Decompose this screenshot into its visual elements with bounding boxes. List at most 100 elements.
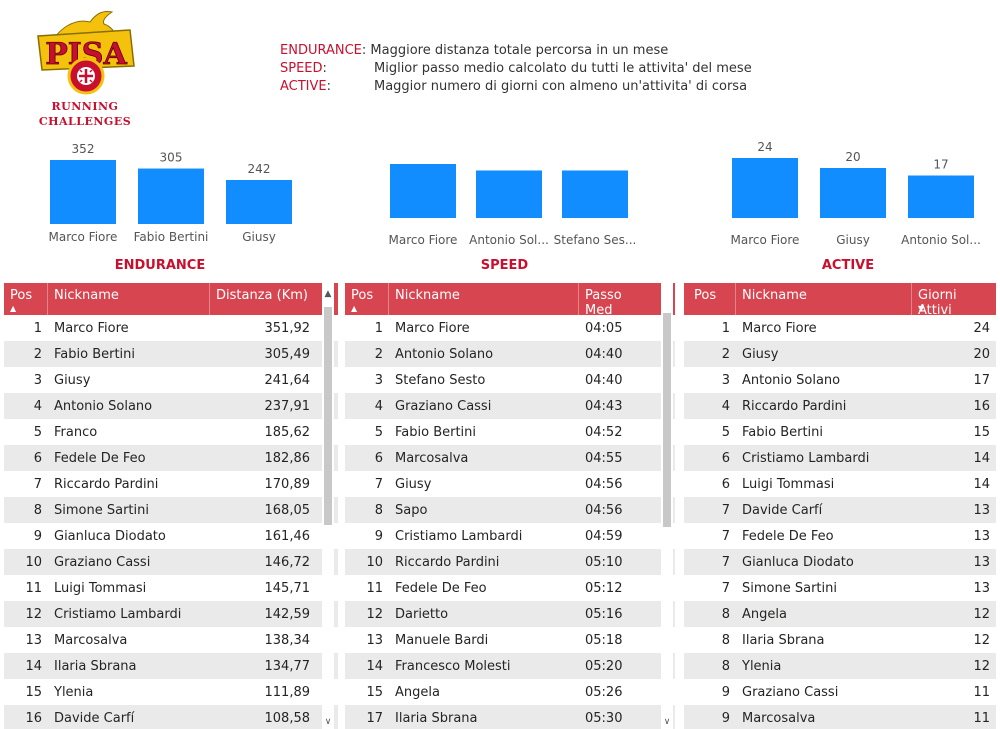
table-row[interactable]: 1 Marco Fiore 24 bbox=[684, 315, 996, 341]
table-row[interactable]: 14 Francesco Molesti 05:20 bbox=[345, 653, 675, 679]
table-row[interactable]: 15 Angela 05:26 bbox=[345, 679, 675, 705]
cell-nickname: Giusy bbox=[54, 372, 91, 388]
cell-pos: 15 bbox=[366, 684, 383, 700]
bar-1[interactable] bbox=[820, 168, 886, 218]
table-row[interactable]: 13 Marcosalva 138,34 bbox=[4, 627, 338, 653]
col-passo-med[interactable]: Passo Med bbox=[579, 283, 659, 318]
col-nickname[interactable]: Nickname bbox=[389, 283, 579, 315]
table-row[interactable]: 6 Cristiamo Lambardi 14 bbox=[684, 445, 996, 471]
table-row[interactable]: 14 Ilaria Sbrana 134,77 bbox=[4, 653, 338, 679]
endurance-scrollbar[interactable]: ▲ ∨ bbox=[322, 283, 334, 729]
legend-key-active: ACTIVE bbox=[280, 79, 327, 94]
col-pos[interactable]: Pos ▲ bbox=[4, 283, 48, 315]
table-row[interactable]: 2 Antonio Solano 04:40 bbox=[345, 341, 675, 367]
scroll-thumb[interactable] bbox=[663, 313, 671, 527]
speed-table-header: Pos ▲ Nickname Passo Med bbox=[345, 283, 675, 318]
table-row[interactable]: 9 Marcosalva 11 bbox=[684, 705, 996, 729]
table-row[interactable]: 9 Gianluca Diodato 161,46 bbox=[4, 523, 338, 549]
table-row[interactable]: 8 Ilaria Sbrana 12 bbox=[684, 627, 996, 653]
cell-value: 24 bbox=[973, 320, 990, 336]
cell-nickname: Davide Carfí bbox=[54, 710, 135, 726]
scroll-down-icon[interactable]: ∨ bbox=[663, 717, 671, 727]
cell-nickname: Fabio Bertini bbox=[54, 346, 136, 362]
table-row[interactable]: 2 Giusy 20 bbox=[684, 341, 996, 367]
table-row[interactable]: 10 Graziano Cassi 146,72 bbox=[4, 549, 338, 575]
speed-scrollbar[interactable]: ∨ bbox=[661, 283, 673, 729]
table-row[interactable]: 3 Giusy 241,64 bbox=[4, 367, 338, 393]
table-row[interactable]: 12 Darietto 05:16 bbox=[345, 601, 675, 627]
bar-0[interactable] bbox=[732, 158, 798, 218]
bar-1[interactable] bbox=[476, 170, 542, 218]
col-pos[interactable]: Pos bbox=[684, 283, 736, 315]
scroll-down-icon[interactable]: ∨ bbox=[324, 717, 332, 727]
cell-value: 161,46 bbox=[264, 528, 311, 544]
category-label-0: Marco Fiore bbox=[389, 233, 458, 247]
bar-0[interactable] bbox=[390, 164, 456, 218]
table-row[interactable]: 17 Ilaria Sbrana 05:30 bbox=[345, 705, 675, 729]
table-row[interactable]: 7 Fedele De Feo 13 bbox=[684, 523, 996, 549]
table-row[interactable]: 3 Stefano Sesto 04:40 bbox=[345, 367, 675, 393]
bar-1[interactable] bbox=[138, 168, 204, 224]
table-row[interactable]: 8 Ylenia 12 bbox=[684, 653, 996, 679]
col-distanza[interactable]: Distanza (Km) bbox=[210, 283, 316, 315]
table-row[interactable]: 7 Simone Sartini 13 bbox=[684, 575, 996, 601]
col-pos[interactable]: Pos ▲ bbox=[345, 283, 389, 315]
table-row[interactable]: 4 Graziano Cassi 04:43 bbox=[345, 393, 675, 419]
table-row[interactable]: 6 Luigi Tommasi 14 bbox=[684, 471, 996, 497]
category-label-0: Marco Fiore bbox=[49, 230, 118, 244]
table-row[interactable]: 4 Riccardo Pardini 16 bbox=[684, 393, 996, 419]
cell-pos: 9 bbox=[374, 528, 383, 544]
cell-nickname: Ilaria Sbrana bbox=[742, 632, 825, 648]
table-row[interactable]: 1 Marco Fiore 351,92 bbox=[4, 315, 338, 341]
legend: ENDURANCE: Maggiore distanza totale perc… bbox=[280, 42, 752, 96]
bar-2[interactable] bbox=[908, 175, 974, 219]
cell-nickname: Cristiamo Lambardi bbox=[54, 606, 182, 622]
table-row[interactable]: 6 Marcosalva 04:55 bbox=[345, 445, 675, 471]
table-row[interactable]: 2 Fabio Bertini 305,49 bbox=[4, 341, 338, 367]
table-row[interactable]: 10 Riccardo Pardini 05:10 bbox=[345, 549, 675, 575]
table-row[interactable]: 13 Manuele Bardi 05:18 bbox=[345, 627, 675, 653]
table-row[interactable]: 8 Sapo 04:56 bbox=[345, 497, 675, 523]
cell-pos: 3 bbox=[33, 372, 42, 388]
cell-value: 170,89 bbox=[264, 476, 311, 492]
col-giorni-attivi[interactable]: Giorni Attivi ▼ bbox=[912, 283, 996, 318]
table-row[interactable]: 11 Luigi Tommasi 145,71 bbox=[4, 575, 338, 601]
cell-value: 13 bbox=[973, 554, 990, 570]
scroll-up-icon[interactable]: ▲ bbox=[324, 289, 332, 299]
legend-sep-speed: : bbox=[322, 61, 327, 76]
cell-nickname: Luigi Tommasi bbox=[54, 580, 147, 596]
table-row[interactable]: 4 Antonio Solano 237,91 bbox=[4, 393, 338, 419]
table-row[interactable]: 5 Fabio Bertini 04:52 bbox=[345, 419, 675, 445]
cell-nickname: Riccardo Pardini bbox=[395, 554, 500, 570]
chart-svg: Marco Fiore Antonio Sol... Stefano Ses... bbox=[389, 164, 637, 247]
col-nickname[interactable]: Nickname bbox=[736, 283, 912, 315]
bar-2[interactable] bbox=[226, 180, 292, 224]
category-label-2: Stefano Ses... bbox=[554, 233, 637, 247]
table-row[interactable]: 9 Graziano Cassi 11 bbox=[684, 679, 996, 705]
table-row[interactable]: 7 Giusy 04:56 bbox=[345, 471, 675, 497]
cell-nickname: Sapo bbox=[395, 502, 428, 518]
table-row[interactable]: 8 Angela 12 bbox=[684, 601, 996, 627]
bar-2[interactable] bbox=[562, 170, 628, 218]
cell-value: 185,62 bbox=[264, 424, 311, 440]
cell-pos: 12 bbox=[366, 606, 383, 622]
table-row[interactable]: 5 Fabio Bertini 15 bbox=[684, 419, 996, 445]
table-row[interactable]: 8 Simone Sartini 168,05 bbox=[4, 497, 338, 523]
table-row[interactable]: 15 Ylenia 111,89 bbox=[4, 679, 338, 705]
table-row[interactable]: 6 Fedele De Feo 182,86 bbox=[4, 445, 338, 471]
table-row[interactable]: 12 Cristiamo Lambardi 142,59 bbox=[4, 601, 338, 627]
table-row[interactable]: 7 Davide Carfí 13 bbox=[684, 497, 996, 523]
table-row[interactable]: 3 Antonio Solano 17 bbox=[684, 367, 996, 393]
cell-value: 145,71 bbox=[264, 580, 311, 596]
table-row[interactable]: 1 Marco Fiore 04:05 bbox=[345, 315, 675, 341]
col-nickname[interactable]: Nickname bbox=[48, 283, 210, 315]
table-row[interactable]: 7 Gianluca Diodato 13 bbox=[684, 549, 996, 575]
cell-value: 13 bbox=[973, 528, 990, 544]
scroll-thumb[interactable] bbox=[324, 307, 332, 525]
table-row[interactable]: 9 Cristiamo Lambardi 04:59 bbox=[345, 523, 675, 549]
table-row[interactable]: 5 Franco 185,62 bbox=[4, 419, 338, 445]
table-row[interactable]: 7 Riccardo Pardini 170,89 bbox=[4, 471, 338, 497]
bar-0[interactable] bbox=[50, 160, 116, 224]
table-row[interactable]: 16 Davide Carfí 108,58 bbox=[4, 705, 338, 729]
table-row[interactable]: 11 Fedele De Feo 05:12 bbox=[345, 575, 675, 601]
